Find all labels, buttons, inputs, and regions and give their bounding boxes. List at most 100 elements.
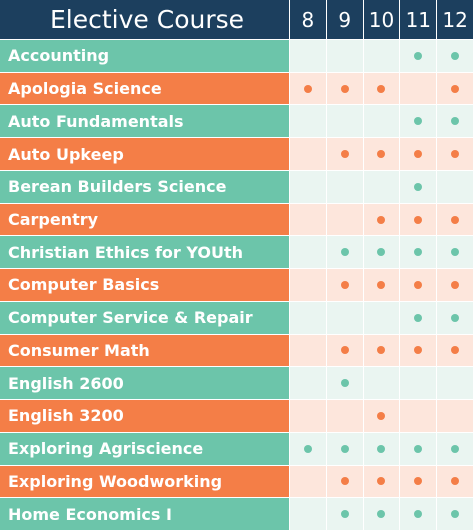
grade-cell	[290, 269, 327, 302]
course-name: Computer Service & Repair	[0, 301, 290, 335]
grade-cell	[326, 334, 364, 368]
grade-header: 9	[326, 0, 364, 40]
offered-dot	[451, 280, 460, 289]
offered-dot	[377, 280, 386, 289]
grade-cell	[400, 367, 438, 401]
course-row: English 2600	[0, 367, 474, 401]
grade-header: 10	[363, 0, 401, 40]
course-row: Computer Service & Repair	[0, 301, 474, 335]
grade-cell	[326, 432, 364, 466]
offered-dot	[451, 84, 460, 93]
grade-cell	[290, 334, 327, 368]
grade-cell	[437, 236, 474, 270]
course-name: Accounting	[0, 40, 290, 73]
grade-cell	[400, 334, 438, 368]
offered-dot	[414, 444, 423, 453]
grade-cell	[437, 269, 474, 302]
grade-cell	[363, 432, 401, 466]
course-name: Home Economics I	[0, 498, 290, 531]
grade-cell	[326, 236, 364, 270]
grade-cell	[326, 105, 364, 139]
offered-dot	[377, 477, 386, 486]
course-row: Computer Basics	[0, 269, 474, 302]
grade-cell	[290, 40, 327, 73]
course-name: Carpentry	[0, 203, 290, 237]
grade-cell	[326, 367, 364, 401]
grade-cell	[290, 432, 327, 466]
offered-dot	[340, 346, 349, 355]
grade-cell	[290, 72, 327, 106]
grade-cell	[363, 465, 401, 499]
grade-cell	[400, 105, 438, 139]
offered-dot	[451, 477, 460, 486]
grade-cell	[437, 400, 474, 433]
course-row: Home Economics I	[0, 498, 474, 531]
grade-cell	[400, 498, 438, 531]
header-row: Elective Course 8 9 10 11 12	[0, 0, 474, 40]
grade-cell	[363, 40, 401, 73]
offered-dot	[451, 150, 460, 159]
course-name: Exploring Agriscience	[0, 432, 290, 466]
course-name: Berean Builders Science	[0, 170, 290, 204]
grade-cell	[363, 269, 401, 302]
offered-dot	[414, 280, 423, 289]
grade-cell	[363, 72, 401, 106]
course-name: Apologia Science	[0, 72, 290, 106]
grade-header: 8	[290, 0, 327, 40]
grade-cell	[290, 400, 327, 433]
offered-dot	[451, 117, 460, 126]
grade-cell	[437, 40, 474, 73]
offered-dot	[414, 248, 423, 257]
offered-dot	[340, 477, 349, 486]
grade-cell	[363, 367, 401, 401]
grade-cell	[400, 269, 438, 302]
grade-cell	[437, 170, 474, 204]
course-name: Exploring Woodworking	[0, 465, 290, 499]
grade-cell	[363, 170, 401, 204]
grade-cell	[290, 138, 327, 171]
offered-dot	[303, 84, 312, 93]
grade-header: 12	[437, 0, 474, 40]
offered-dot	[414, 117, 423, 126]
grade-cell	[363, 498, 401, 531]
offered-dot	[451, 51, 460, 60]
course-row: Exploring Agriscience	[0, 432, 474, 466]
grade-cell	[400, 72, 438, 106]
offered-dot	[340, 248, 349, 257]
offered-dot	[451, 313, 460, 322]
course-row: Consumer Math	[0, 334, 474, 368]
grade-cell	[437, 367, 474, 401]
offered-dot	[451, 215, 460, 224]
grade-cell	[437, 203, 474, 237]
offered-dot	[414, 215, 423, 224]
offered-dot	[377, 248, 386, 257]
offered-dot	[340, 150, 349, 159]
grade-cell	[437, 334, 474, 368]
offered-dot	[340, 280, 349, 289]
grade-cell	[400, 301, 438, 335]
grade-cell	[290, 498, 327, 531]
grade-cell	[290, 236, 327, 270]
offered-dot	[414, 313, 423, 322]
grade-cell	[400, 236, 438, 270]
offered-dot	[340, 444, 349, 453]
grade-cell	[363, 334, 401, 368]
course-row: Christian Ethics for YOUth	[0, 236, 474, 270]
offered-dot	[340, 84, 349, 93]
course-row: Apologia Science	[0, 72, 474, 106]
offered-dot	[377, 84, 386, 93]
grade-cell	[326, 170, 364, 204]
grade-cell	[400, 40, 438, 73]
offered-dot	[377, 150, 386, 159]
offered-dot	[414, 346, 423, 355]
course-name: Christian Ethics for YOUth	[0, 236, 290, 270]
course-name: Auto Upkeep	[0, 138, 290, 171]
grade-cell	[363, 301, 401, 335]
offered-dot	[377, 346, 386, 355]
grade-cell	[326, 203, 364, 237]
course-row: Carpentry	[0, 203, 474, 237]
offered-dot	[451, 346, 460, 355]
offered-dot	[414, 477, 423, 486]
grade-cell	[400, 138, 438, 171]
offered-dot	[451, 510, 460, 519]
